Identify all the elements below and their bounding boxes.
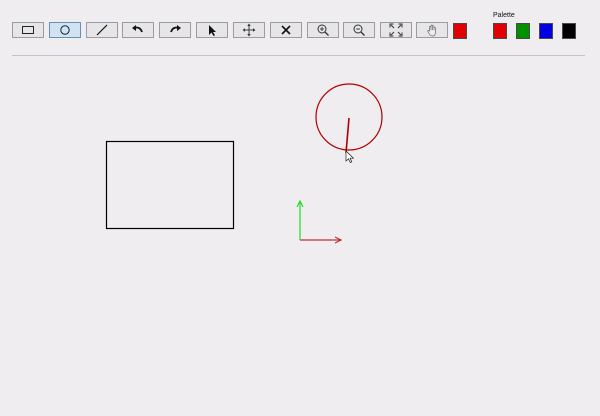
zoom-out-button[interactable]: [343, 22, 375, 38]
rectangle-shape[interactable]: [105, 140, 235, 230]
pointer-icon: [209, 24, 216, 36]
move-arrows-icon: [242, 23, 256, 37]
zoom-out-icon: [353, 24, 365, 36]
fit-screen-icon: [389, 23, 403, 37]
toolbar-separator: [12, 55, 585, 56]
palette-color-blue[interactable]: [539, 23, 553, 39]
circle-icon: [60, 25, 70, 35]
rectangle-icon: [22, 26, 34, 34]
zoom-in-icon: [317, 24, 329, 36]
zoom-in-button[interactable]: [307, 22, 339, 38]
hand-icon: [427, 24, 436, 36]
palette-color-green[interactable]: [516, 23, 530, 39]
circle-shape[interactable]: [315, 83, 383, 151]
circle-radius-line: [345, 117, 350, 154]
palette-label: Palette: [493, 12, 515, 19]
move-tool-button[interactable]: [233, 22, 265, 38]
redo-button[interactable]: [159, 22, 191, 38]
mouse-cursor-icon: [345, 150, 355, 163]
current-color-button[interactable]: [453, 23, 467, 39]
palette-color-red[interactable]: [493, 23, 507, 39]
redo-icon: [170, 25, 181, 33]
undo-icon: [132, 25, 143, 33]
select-tool-button[interactable]: [196, 22, 228, 38]
fit-screen-button[interactable]: [380, 22, 412, 38]
toolbar: Palette: [0, 0, 600, 56]
ellipse-tool-button[interactable]: [49, 22, 81, 38]
close-icon: [281, 25, 291, 35]
drawing-canvas[interactable]: [0, 56, 600, 416]
line-icon: [96, 24, 108, 36]
pan-tool-button[interactable]: [416, 22, 448, 38]
line-tool-button[interactable]: [86, 22, 118, 38]
delete-button[interactable]: [270, 22, 302, 38]
undo-button[interactable]: [122, 22, 154, 38]
palette-color-black[interactable]: [562, 23, 576, 39]
rectangle-tool-button[interactable]: [12, 22, 44, 38]
